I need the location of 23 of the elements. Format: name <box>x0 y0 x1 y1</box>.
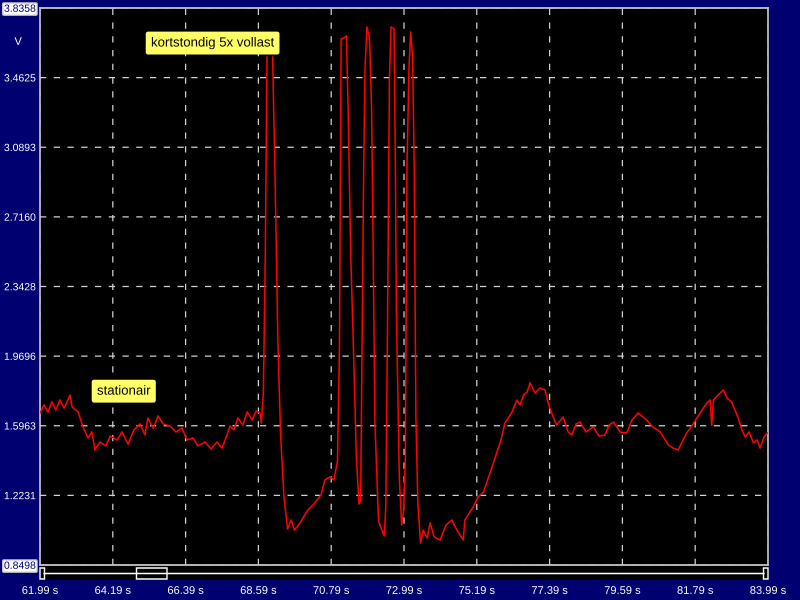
annotation: kortstondig 5x vollast <box>152 36 274 50</box>
x-tick-label: 77.39 s <box>532 586 568 594</box>
y-tick-label: 2.7160 <box>4 213 36 221</box>
y-tick-label: 2.3428 <box>4 283 36 290</box>
x-tick-label: 72.99 s <box>386 586 422 594</box>
x-tick-label: 79.59 s <box>604 586 640 594</box>
annotation: stationair <box>97 385 150 395</box>
y-axis-title: V <box>14 37 22 45</box>
x-tick-label: 61.99 s <box>22 586 58 594</box>
y-tick-label: 0.8498 <box>4 562 36 569</box>
x-tick-label: 75.19 s <box>459 586 495 594</box>
y-tick-label: 1.2231 <box>4 492 36 500</box>
x-tick-label: 68.59 s <box>240 586 276 594</box>
x-tick-label: 64.19 s <box>95 586 131 594</box>
x-tick-label: 66.39 s <box>168 586 204 594</box>
y-tick-label: 1.9696 <box>4 352 36 360</box>
y-tick-label: 3.0893 <box>4 144 36 152</box>
x-tick-label: 81.79 s <box>677 586 714 594</box>
y-tick-label: 1.5963 <box>4 422 36 430</box>
x-tick-label: 70.79 s <box>314 586 350 594</box>
y-tick-label: 3.8358 <box>4 4 36 12</box>
y-tick-label: 3.4625 <box>4 74 36 82</box>
x-tick-label: 83.99 s <box>750 586 786 594</box>
